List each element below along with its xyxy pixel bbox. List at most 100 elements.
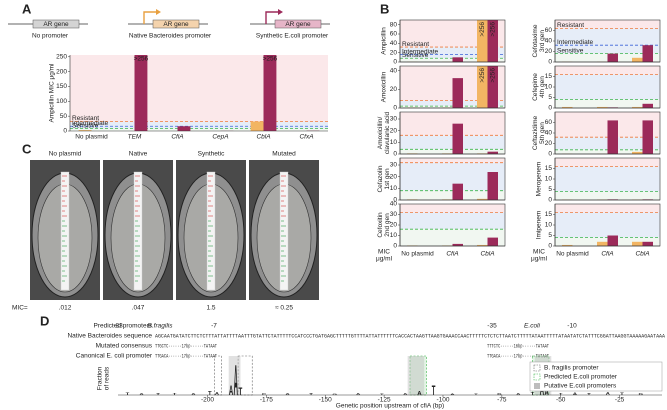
- sensitive-zone: [555, 191, 660, 200]
- y-tick-label: 200: [56, 68, 67, 75]
- x-tick-label: No plasmid: [75, 134, 108, 141]
- logo-letter: T: [474, 393, 478, 395]
- row-label: Canonical E. coli promoter: [76, 353, 153, 360]
- bar: [562, 244, 573, 246]
- logo-letter: T: [156, 393, 160, 396]
- y-tick-label: 10: [390, 139, 398, 146]
- logo-letter: A: [215, 392, 219, 397]
- frame: [554, 65, 661, 109]
- threshold-label: Resistant: [402, 41, 429, 48]
- bar: [487, 66, 498, 108]
- frame: [399, 157, 506, 201]
- x-tick-label: -200: [201, 397, 214, 404]
- y-unit: μg/ml: [531, 256, 548, 263]
- bar: [177, 126, 191, 131]
- logo-letter: G: [497, 393, 502, 396]
- drug-label: Meropenem: [536, 162, 543, 197]
- bar: [477, 66, 488, 108]
- y-tick-label: 250: [56, 54, 67, 61]
- logo-letter: A: [417, 391, 421, 397]
- legend-label: Predicted E.coli promoter: [544, 374, 618, 381]
- drug-label: Amoxicillin: [381, 71, 388, 102]
- y-tick-label: 60: [545, 119, 553, 126]
- logo-letter: A: [234, 356, 238, 405]
- y-axis-label: Fraction: [97, 366, 104, 390]
- promoter-arrow: [265, 11, 278, 24]
- logo-letter: T: [239, 385, 243, 398]
- x-tick-label: CblA: [635, 251, 649, 258]
- y-tick-label: 0: [548, 243, 552, 250]
- y-unit: MIC: [378, 249, 390, 256]
- sensitive-zone: [555, 99, 660, 108]
- construct-label: No promoter: [32, 33, 69, 40]
- drug-label: 4th gen: [539, 76, 546, 98]
- drug-label: clavulanic acid: [384, 111, 391, 154]
- logo-letter: T: [531, 392, 535, 397]
- y-tick-label: 10: [545, 222, 553, 229]
- y-tick-label: 0: [393, 151, 397, 158]
- promoter-mark: -33: [113, 323, 123, 330]
- promoter-arrow: [143, 11, 156, 24]
- mic-value: 1.5: [206, 305, 215, 312]
- drug-label: Cefepime: [532, 73, 539, 101]
- logo-letter: T: [173, 393, 177, 396]
- logo-letter: T: [380, 393, 384, 395]
- sensitive-zone: [70, 128, 328, 131]
- value-label: >256: [263, 56, 278, 63]
- threshold-label: Sensitive: [72, 122, 99, 129]
- y-tick-label: 40: [390, 201, 398, 208]
- ar-gene: [274, 19, 322, 29]
- bar: [78, 130, 92, 131]
- y-tick-label: 100: [56, 98, 67, 105]
- drug-label: 1st gen: [384, 168, 391, 190]
- promoter-mark: -7: [211, 323, 217, 330]
- value-label: >256: [489, 22, 496, 37]
- construct-label: Native Bacteroides promoter: [129, 33, 212, 40]
- row-label: Predicted promoters: [93, 323, 152, 330]
- panel-letter: A: [22, 1, 32, 16]
- drug-label: Cefazolin: [377, 165, 384, 192]
- promoter-region: [214, 355, 222, 396]
- legend-label: B. fragilis promoter: [544, 365, 599, 372]
- frame: [554, 203, 661, 247]
- y-tick-label: 30: [390, 162, 398, 169]
- x-tick-label: CfiA: [446, 251, 458, 258]
- gene-label: AR gene: [43, 21, 69, 28]
- bar: [263, 55, 277, 131]
- value-label: >256: [479, 68, 486, 83]
- y-tick-label: 20: [390, 127, 398, 134]
- logo-letter: A: [191, 393, 196, 396]
- panel-letter: C: [22, 141, 32, 156]
- intermediate-zone: [555, 166, 660, 192]
- ar-gene: [32, 19, 80, 29]
- bar: [597, 241, 608, 246]
- resistant-zone: [70, 55, 328, 122]
- y-tick-label: 15: [545, 211, 553, 218]
- x-tick-label: CblA: [480, 251, 494, 258]
- y-tick-label: 20: [390, 86, 398, 93]
- promoter-mark: -10: [567, 323, 577, 330]
- intermediate-zone: [555, 74, 660, 100]
- plot: [555, 20, 660, 62]
- sensitive-zone: [400, 229, 505, 246]
- x-tick-label: CfxA: [299, 134, 313, 141]
- threshold-label: Sensitive: [557, 47, 584, 54]
- y-tick-label: 150: [56, 83, 67, 90]
- y-tick-label: 0: [393, 197, 397, 204]
- plate-label: Mutated: [272, 151, 296, 158]
- plot: [555, 112, 660, 154]
- frame: [399, 203, 506, 247]
- y-tick-label: 0: [548, 59, 552, 66]
- y-tick-label: 10: [545, 84, 553, 91]
- bar: [487, 172, 498, 200]
- bar: [477, 244, 488, 246]
- logo-letter: T: [559, 393, 563, 396]
- axes: [69, 55, 328, 132]
- plot: [70, 55, 328, 131]
- threshold-label: Sensitive: [402, 52, 429, 59]
- y-tick-label: 15: [545, 73, 553, 80]
- bar: [452, 78, 463, 108]
- resistant-zone: [555, 20, 660, 29]
- bar: [607, 235, 618, 246]
- drug-label: 2nd gen: [384, 213, 391, 237]
